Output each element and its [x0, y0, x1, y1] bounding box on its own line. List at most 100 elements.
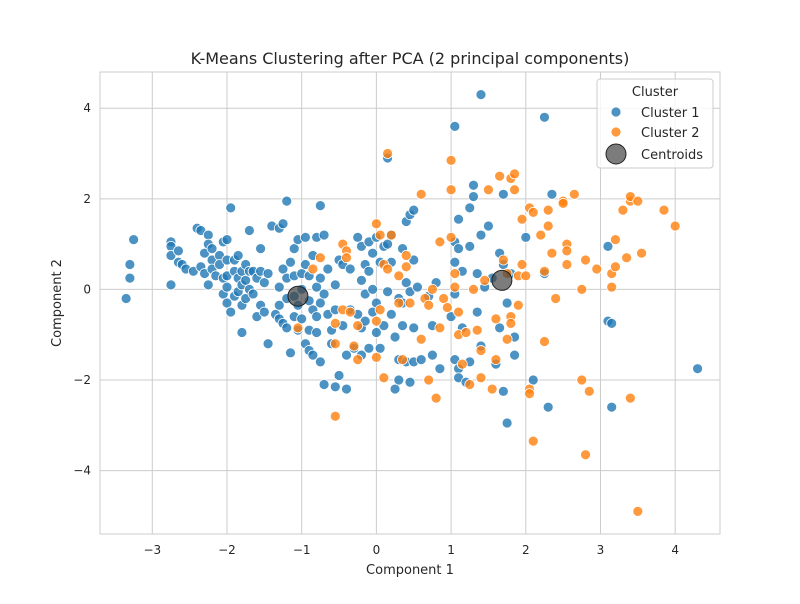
cluster-2-point: [352, 320, 364, 332]
cluster-1-point: [285, 256, 296, 268]
cluster-1-point: [285, 347, 296, 359]
x-tick-label: 4: [671, 543, 679, 557]
cluster-1-point: [434, 363, 446, 375]
cluster-1-point: [318, 288, 330, 300]
cluster-1-point: [314, 356, 326, 368]
cluster-1-point: [173, 245, 184, 257]
cluster-2-point: [423, 374, 435, 386]
cluster-2-point: [561, 245, 573, 257]
cluster-2-point: [314, 252, 326, 264]
cluster-2-point: [542, 204, 554, 216]
cluster-1-point: [494, 322, 506, 334]
cluster-1-point: [464, 202, 476, 214]
cluster-2-point: [397, 354, 408, 366]
cluster-2-point: [441, 302, 453, 313]
cluster-1-point: [449, 256, 461, 268]
cluster-2-point: [550, 293, 562, 304]
cluster-1-point: [318, 379, 330, 390]
cluster-1-point: [314, 200, 326, 212]
y-tick-label: 4: [83, 101, 91, 115]
cluster-1-point: [258, 277, 270, 289]
cluster-2-point: [449, 268, 461, 279]
cluster-2-point: [486, 383, 498, 395]
cluster-1-point: [341, 349, 352, 361]
cluster-2-point: [393, 297, 405, 309]
cluster-1-point: [206, 243, 218, 255]
cluster-1-point: [468, 191, 479, 202]
cluster-2-point: [580, 254, 591, 266]
legend-label-cluster-1: Cluster 1: [641, 106, 700, 121]
cluster-2-point: [621, 252, 633, 264]
cluster-2-point: [591, 263, 603, 275]
cluster-1-point: [288, 243, 300, 255]
cluster-1-point: [397, 320, 408, 332]
cluster-1-point: [382, 238, 393, 250]
cluster-1-point: [415, 354, 427, 366]
cluster-1-point: [341, 383, 352, 395]
cluster-1-point: [606, 317, 618, 329]
cluster-2-point: [632, 195, 644, 207]
cluster-1-point: [363, 265, 375, 277]
cluster-2-point: [382, 148, 393, 159]
cluster-1-point: [475, 229, 487, 241]
cluster-1-point: [124, 259, 136, 270]
y-tick-label: 0: [83, 282, 91, 296]
cluster-1-point: [273, 281, 285, 293]
cluster-2-point: [483, 184, 494, 196]
cluster-1-point: [247, 288, 259, 300]
cluster-2-point: [427, 284, 438, 295]
x-tick-label: −1: [293, 543, 311, 557]
cluster-1-point: [692, 363, 703, 375]
cluster-2-point: [307, 263, 319, 275]
cluster-1-point: [602, 240, 614, 252]
cluster-1-point: [225, 306, 237, 318]
cluster-2-point: [636, 247, 647, 259]
cluster-2-point: [561, 259, 573, 270]
cluster-2-point: [378, 372, 390, 384]
cluster-1-point: [464, 240, 476, 252]
cluster-1-point: [404, 376, 416, 388]
cluster-2-point: [434, 322, 446, 334]
cluster-1-point: [408, 322, 420, 334]
legend-marker-centroids: [605, 143, 627, 165]
cluster-1-point: [120, 293, 132, 304]
cluster-2-point: [576, 374, 588, 386]
cluster-1-point: [311, 311, 323, 322]
chart-title: K-Means Clustering after PCA (2 principa…: [191, 49, 630, 68]
cluster-2-point: [610, 234, 621, 245]
cluster-1-point: [412, 281, 423, 293]
cluster-1-point: [374, 342, 386, 354]
cluster-1-point: [243, 225, 255, 236]
cluster-1-point: [277, 218, 289, 230]
cluster-1-point: [385, 308, 397, 320]
cluster-2-point: [539, 265, 550, 277]
tick-labels: −3 −2 −1 0 1 2 3 4 −4 −2 0 2 4: [73, 101, 679, 557]
cluster-1-point: [497, 188, 509, 200]
cluster-1-point: [475, 89, 487, 101]
cluster-2-point: [445, 231, 457, 243]
cluster-1-point: [471, 306, 483, 318]
cluster-2-point: [501, 333, 513, 345]
cluster-2-point: [423, 299, 435, 311]
cluster-1-point: [262, 268, 274, 279]
cluster-2-point: [520, 270, 532, 282]
cluster-1-point: [296, 313, 308, 325]
cluster-1-point: [449, 120, 461, 132]
x-tick-label: 0: [373, 543, 381, 557]
cluster-1-point: [367, 284, 379, 295]
cluster-2-point: [475, 345, 487, 356]
cluster-2-point: [580, 449, 591, 461]
cluster-2-point: [453, 306, 464, 318]
cluster-2-point: [445, 154, 457, 166]
cluster-2-point: [430, 392, 442, 404]
cluster-2-point: [568, 188, 580, 200]
cluster-1-point: [165, 279, 177, 291]
x-tick-label: −3: [143, 543, 161, 557]
cluster-1-point: [389, 383, 401, 395]
cluster-2-point: [583, 385, 595, 397]
cluster-2-point: [370, 351, 382, 363]
cluster-2-point: [497, 254, 509, 266]
cluster-1-point: [255, 243, 267, 255]
cluster-2-point: [329, 338, 341, 350]
